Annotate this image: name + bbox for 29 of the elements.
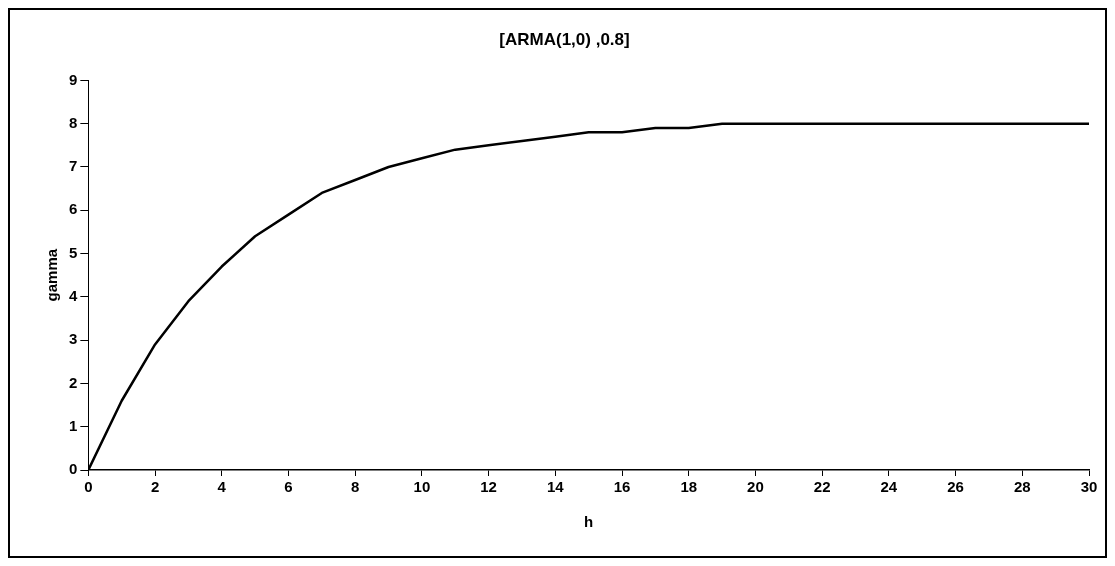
y-tick-label: 2 xyxy=(69,373,78,391)
x-tick-label: 24 xyxy=(880,478,898,496)
y-tick-label: 6 xyxy=(69,200,78,218)
x-tick-label: 12 xyxy=(480,478,497,496)
y-tick-label: 1 xyxy=(69,416,78,434)
x-tick-label: 2 xyxy=(150,478,160,496)
x-tick-label: 8 xyxy=(351,478,360,496)
x-tick-label: 22 xyxy=(813,478,831,496)
x-tick-label: 0 xyxy=(84,478,93,496)
x-tick-label: 26 xyxy=(947,478,964,496)
y-tick-label: 0 xyxy=(69,460,78,478)
y-tick-label: 3 xyxy=(69,330,78,348)
x-tick-label: 4 xyxy=(217,478,227,496)
chart-title: [ARMA(1,0) ,0.8] xyxy=(499,29,630,49)
x-tick-label: 10 xyxy=(413,478,431,496)
y-tick-label: 9 xyxy=(69,70,78,88)
x-tick-label: 30 xyxy=(1080,478,1098,496)
y-tick-label: 5 xyxy=(69,243,78,261)
x-tick-label: 6 xyxy=(284,478,293,496)
x-tick-label: 18 xyxy=(680,478,698,496)
x-axis-title: h xyxy=(584,513,594,531)
x-tick-label: 16 xyxy=(613,478,631,496)
y-tick-label: 4 xyxy=(69,286,78,304)
x-tick-label: 14 xyxy=(546,478,565,496)
y-axis-title: gamma xyxy=(43,248,61,302)
x-tick-label: 28 xyxy=(1013,478,1031,496)
y-tick-label: 7 xyxy=(69,157,78,175)
y-tick-label: 8 xyxy=(69,113,78,131)
x-tick-label: 20 xyxy=(747,478,764,496)
